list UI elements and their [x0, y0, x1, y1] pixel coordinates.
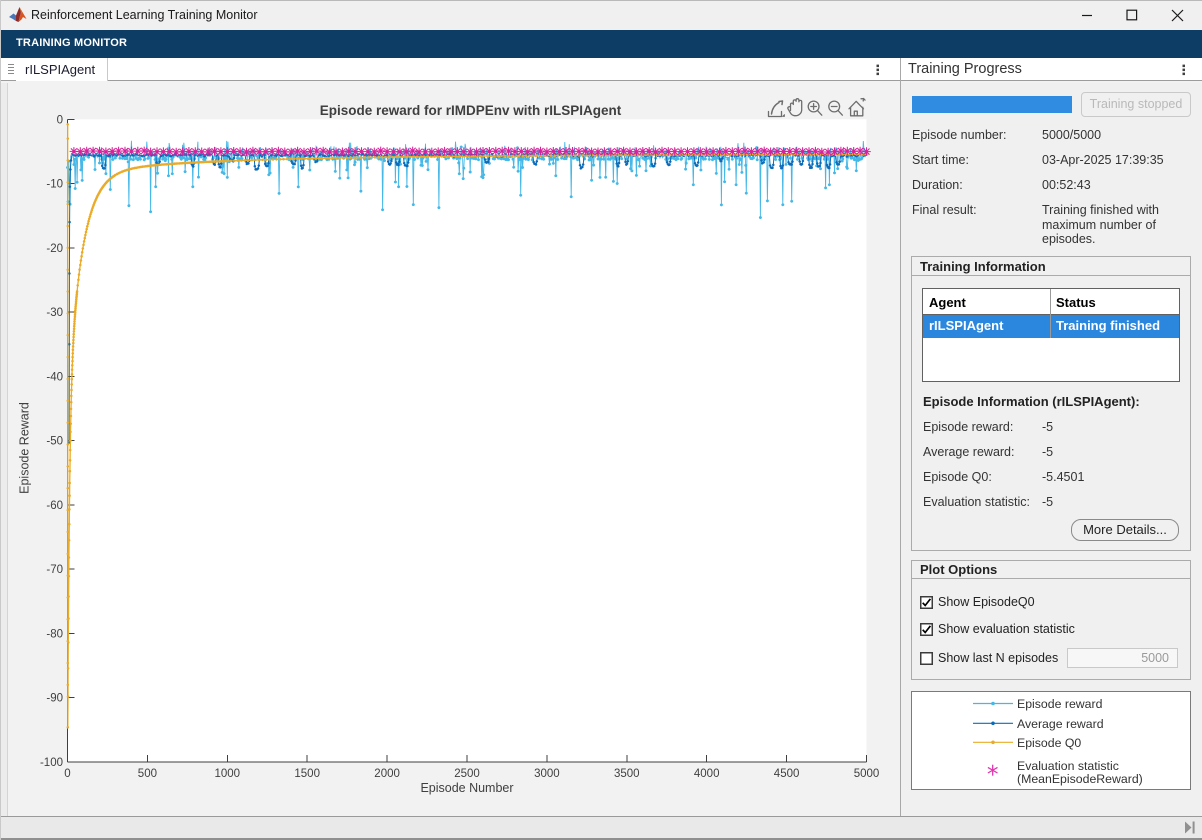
svg-text:-10: -10 — [46, 179, 63, 191]
svg-text:Episode reward for rIMDPEnv wi: Episode reward for rIMDPEnv with rILSPIA… — [320, 103, 622, 118]
svg-text:2000: 2000 — [374, 768, 400, 780]
svg-text:-80: -80 — [46, 629, 63, 641]
svg-text:Episode Reward: Episode Reward — [18, 402, 32, 494]
svg-text:4500: 4500 — [774, 768, 800, 780]
svg-text:-50: -50 — [46, 436, 63, 448]
svg-text:0: 0 — [64, 768, 70, 780]
svg-text:5000: 5000 — [854, 768, 880, 780]
svg-text:-90: -90 — [46, 693, 63, 705]
svg-text:2500: 2500 — [454, 768, 480, 780]
svg-text:-20: -20 — [46, 243, 63, 255]
svg-text:Episode Number: Episode Number — [420, 781, 513, 795]
svg-text:-30: -30 — [46, 307, 63, 319]
svg-text:-70: -70 — [46, 564, 63, 576]
svg-text:1000: 1000 — [215, 768, 241, 780]
svg-text:3500: 3500 — [614, 768, 640, 780]
svg-text:-60: -60 — [46, 500, 63, 512]
svg-text:-100: -100 — [40, 757, 63, 769]
svg-text:1500: 1500 — [294, 768, 320, 780]
svg-text:500: 500 — [138, 768, 157, 780]
svg-text:4000: 4000 — [694, 768, 720, 780]
svg-text:0: 0 — [57, 114, 63, 126]
svg-text:-40: -40 — [46, 371, 63, 383]
svg-text:3000: 3000 — [534, 768, 560, 780]
